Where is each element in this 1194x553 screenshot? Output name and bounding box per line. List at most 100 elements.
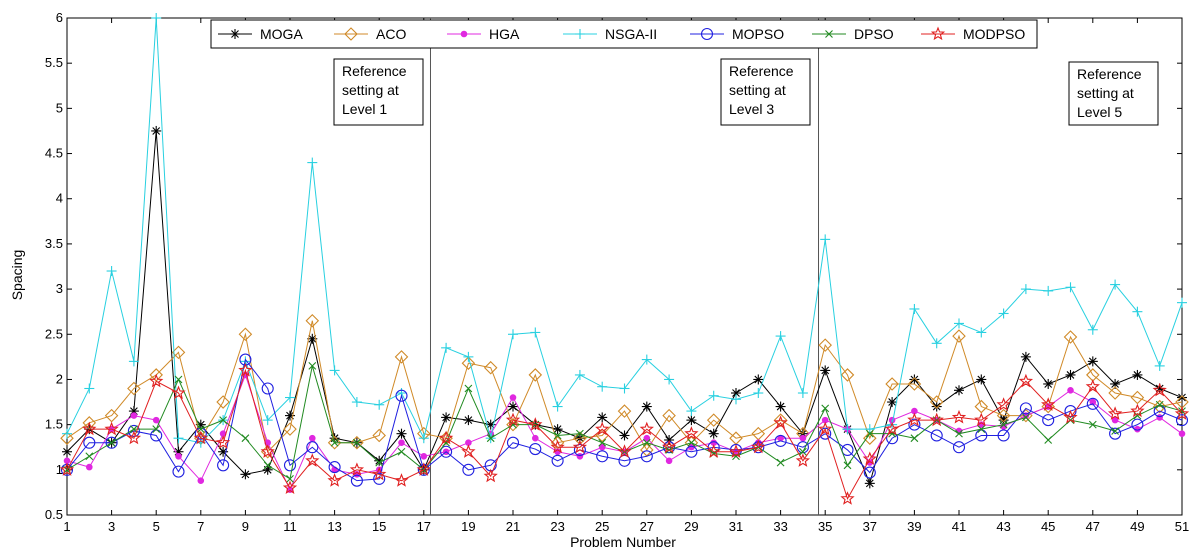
data-point-hga (1134, 425, 1141, 433)
data-point-dpso (821, 404, 830, 413)
x-tick-label: 1 (63, 519, 70, 534)
data-point-modpso (327, 473, 342, 487)
marker-shape (1109, 427, 1122, 440)
marker-shape (818, 421, 833, 436)
marker-shape (394, 350, 409, 364)
data-point-dpso (1044, 436, 1053, 444)
marker-shape (197, 477, 205, 484)
marker-stroke (1155, 400, 1164, 409)
data-point-nsga-ii (820, 234, 831, 245)
data-point-nsga-ii (976, 327, 987, 338)
marker-stroke (865, 479, 874, 488)
marker-shape (171, 345, 186, 360)
data-point-aco (929, 395, 944, 409)
data-point-nsga-ii (731, 394, 741, 405)
data-point-moga (240, 469, 251, 480)
marker-shape (617, 404, 632, 418)
marker-shape (1089, 398, 1097, 406)
data-point-mopso (127, 424, 140, 438)
data-point-hga (130, 412, 138, 419)
marker-shape (528, 417, 543, 431)
marker-shape (662, 408, 676, 423)
data-point-nsga-ii (285, 392, 295, 403)
marker-shape (461, 356, 476, 370)
data-point-mopso (975, 429, 988, 442)
data-point-modpso (773, 415, 788, 429)
annotation-text: Reference (342, 63, 407, 79)
marker-shape (461, 444, 476, 458)
data-point-modpso (149, 373, 164, 388)
data-point-mopso (395, 389, 408, 402)
marker-shape (172, 465, 185, 478)
marker-shape (996, 408, 1011, 423)
data-point-modpso (818, 421, 833, 436)
data-point-aco (885, 377, 899, 391)
marker-shape (261, 382, 274, 395)
marker-shape (796, 441, 809, 454)
marker-shape (595, 421, 610, 436)
data-point-moga (552, 424, 563, 435)
marker-stroke (888, 398, 896, 406)
data-point-mopso (1042, 414, 1055, 427)
data-point-modpso (684, 426, 699, 440)
data-point-modpso (572, 439, 588, 454)
series-line-modpso (66, 368, 1183, 500)
marker-stroke (709, 429, 718, 438)
data-point-aco (461, 356, 476, 370)
data-point-mopso (886, 432, 899, 445)
legend-label: DPSO (854, 26, 894, 42)
data-point-modpso (1174, 406, 1190, 420)
annotation-box: Reference setting at Level 1 (333, 58, 424, 126)
data-point-aco (483, 360, 498, 375)
annotation-text: setting at (1077, 85, 1134, 101)
marker-shape (283, 459, 297, 472)
data-point-mopso (863, 466, 876, 479)
marker-shape (886, 432, 899, 445)
data-point-dpso (1178, 407, 1186, 415)
x-tick-label: 15 (372, 519, 386, 534)
marker-stroke (732, 389, 740, 397)
data-point-aco (617, 404, 632, 418)
marker-shape (86, 463, 93, 471)
annotation-frame (720, 58, 811, 126)
marker-stroke (999, 420, 1008, 429)
data-point-aco (104, 408, 119, 423)
marker-shape (529, 442, 542, 456)
marker-stroke (286, 474, 294, 483)
data-point-nsga-ii (797, 388, 808, 399)
data-point-hga (1067, 386, 1074, 394)
marker-shape (551, 454, 564, 467)
data-point-moga (641, 401, 652, 412)
x-tick-label: 41 (952, 519, 966, 534)
marker-shape (751, 439, 766, 454)
legend-item-moga: MOGA (218, 26, 303, 42)
legend-label: MODPSO (963, 26, 1025, 42)
data-point-nsga-ii (708, 390, 719, 401)
marker-stroke (1178, 407, 1186, 415)
data-point-modpso (438, 430, 454, 445)
marker-shape (1130, 403, 1145, 418)
marker-stroke (397, 447, 406, 456)
annotation-text: setting at (342, 82, 399, 98)
data-point-dpso (955, 429, 963, 438)
data-point-nsga-ii (530, 327, 541, 338)
data-point-mopso (1153, 405, 1166, 418)
marker-shape (728, 444, 744, 458)
data-point-mopso (506, 436, 520, 449)
data-point-dpso (375, 458, 384, 467)
marker-shape (506, 417, 520, 432)
marker-shape (1063, 330, 1078, 344)
marker-shape (150, 429, 163, 442)
data-point-dpso (799, 447, 807, 456)
marker-shape (372, 428, 386, 443)
data-point-nsga-ii (931, 338, 942, 349)
x-tick-label: 33 (773, 519, 787, 534)
marker-stroke (1111, 380, 1119, 388)
marker-shape (1107, 406, 1123, 420)
data-point-aco (863, 431, 877, 445)
marker-shape (505, 412, 521, 427)
marker-shape (171, 385, 186, 400)
legend-marker (344, 27, 358, 41)
marker-shape (238, 327, 253, 342)
legend-marker (930, 26, 946, 41)
